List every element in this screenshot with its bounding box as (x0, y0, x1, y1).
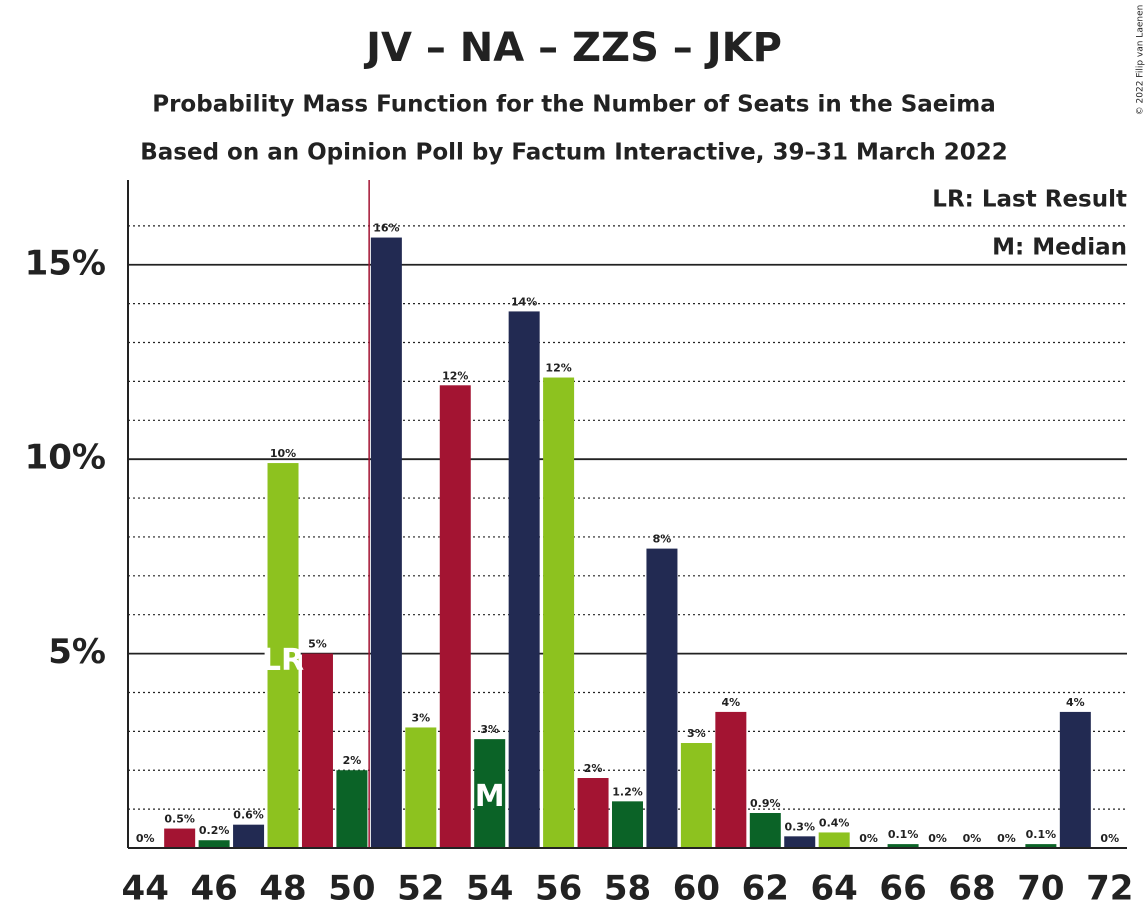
x-tick-label: 52 (397, 869, 444, 909)
data-label: 1.2% (612, 785, 643, 798)
data-label: 4% (722, 696, 741, 709)
x-tick-label: 50 (328, 869, 375, 909)
bar (818, 832, 850, 848)
legend-entry: LR: Last Result (932, 187, 1127, 213)
data-label: 12% (545, 362, 571, 375)
bar (680, 743, 712, 848)
bar (198, 840, 230, 848)
x-tick-label: 54 (466, 869, 513, 909)
bar (301, 653, 333, 848)
last-result-marker: LR (262, 643, 304, 678)
data-label: 0% (963, 832, 982, 845)
bar (543, 377, 575, 848)
data-label: 0% (997, 832, 1016, 845)
bar (646, 548, 678, 848)
data-label: 0.6% (233, 809, 264, 822)
data-label: 0.1% (888, 828, 919, 841)
data-label: 3% (411, 711, 430, 724)
data-label: 0% (928, 832, 947, 845)
data-label: 5% (308, 638, 327, 651)
x-tick-label: 70 (1017, 869, 1064, 909)
x-tick-label: 60 (673, 869, 720, 909)
data-label: 0.3% (784, 820, 815, 833)
chart-title: JV – NA – ZZS – JKP (363, 25, 782, 71)
data-label: 0.4% (819, 816, 850, 829)
data-label: 12% (442, 369, 468, 382)
chart-subtitle: Probability Mass Function for the Number… (152, 92, 996, 118)
bar (405, 727, 437, 848)
x-tick-label: 72 (1086, 869, 1133, 909)
data-label: 16% (373, 222, 399, 235)
bar (474, 739, 506, 848)
bar (887, 844, 919, 848)
y-tick-label: 5% (48, 632, 106, 672)
bar (508, 311, 540, 848)
data-label: 4% (1066, 696, 1085, 709)
bar (715, 711, 747, 848)
bar (577, 778, 609, 848)
x-tick-label: 62 (742, 869, 789, 909)
bar (439, 385, 471, 848)
median-marker: M (475, 779, 505, 814)
bar (1025, 844, 1057, 848)
data-label: 0% (1100, 832, 1119, 845)
bar (233, 824, 265, 848)
x-tick-label: 58 (604, 869, 651, 909)
data-label: 0.5% (164, 813, 195, 826)
chart-subtitle: Based on an Opinion Poll by Factum Inter… (140, 140, 1008, 166)
data-label: 0.9% (750, 797, 781, 810)
data-label: 0% (136, 832, 155, 845)
data-label: 0.2% (199, 824, 230, 837)
x-tick-label: 48 (259, 869, 306, 909)
bar (370, 237, 402, 848)
bar (336, 770, 368, 848)
legend-entry: M: Median (992, 235, 1127, 261)
data-label: 2% (584, 762, 603, 775)
x-tick-label: 68 (948, 869, 995, 909)
bar (164, 828, 196, 848)
credit: © 2022 Filip van Laenen (1136, 5, 1146, 116)
data-label: 0.1% (1026, 828, 1057, 841)
x-tick-label: 56 (535, 869, 582, 909)
bar (611, 801, 644, 848)
data-label: 10% (270, 447, 296, 460)
y-tick-label: 15% (25, 243, 106, 283)
bar (784, 836, 816, 848)
data-label: 8% (653, 533, 672, 546)
data-label: 14% (511, 295, 537, 308)
data-label: 0% (859, 832, 878, 845)
data-label: 2% (343, 754, 362, 767)
data-label: 3% (480, 723, 499, 736)
x-tick-label: 66 (879, 869, 926, 909)
x-tick-label: 64 (811, 869, 858, 909)
bar (749, 813, 781, 848)
x-tick-label: 46 (190, 869, 237, 909)
bar (1059, 711, 1091, 848)
x-tick-label: 44 (122, 869, 169, 909)
y-tick-label: 10% (25, 438, 106, 478)
bar (267, 463, 299, 848)
data-label: 3% (687, 727, 706, 740)
